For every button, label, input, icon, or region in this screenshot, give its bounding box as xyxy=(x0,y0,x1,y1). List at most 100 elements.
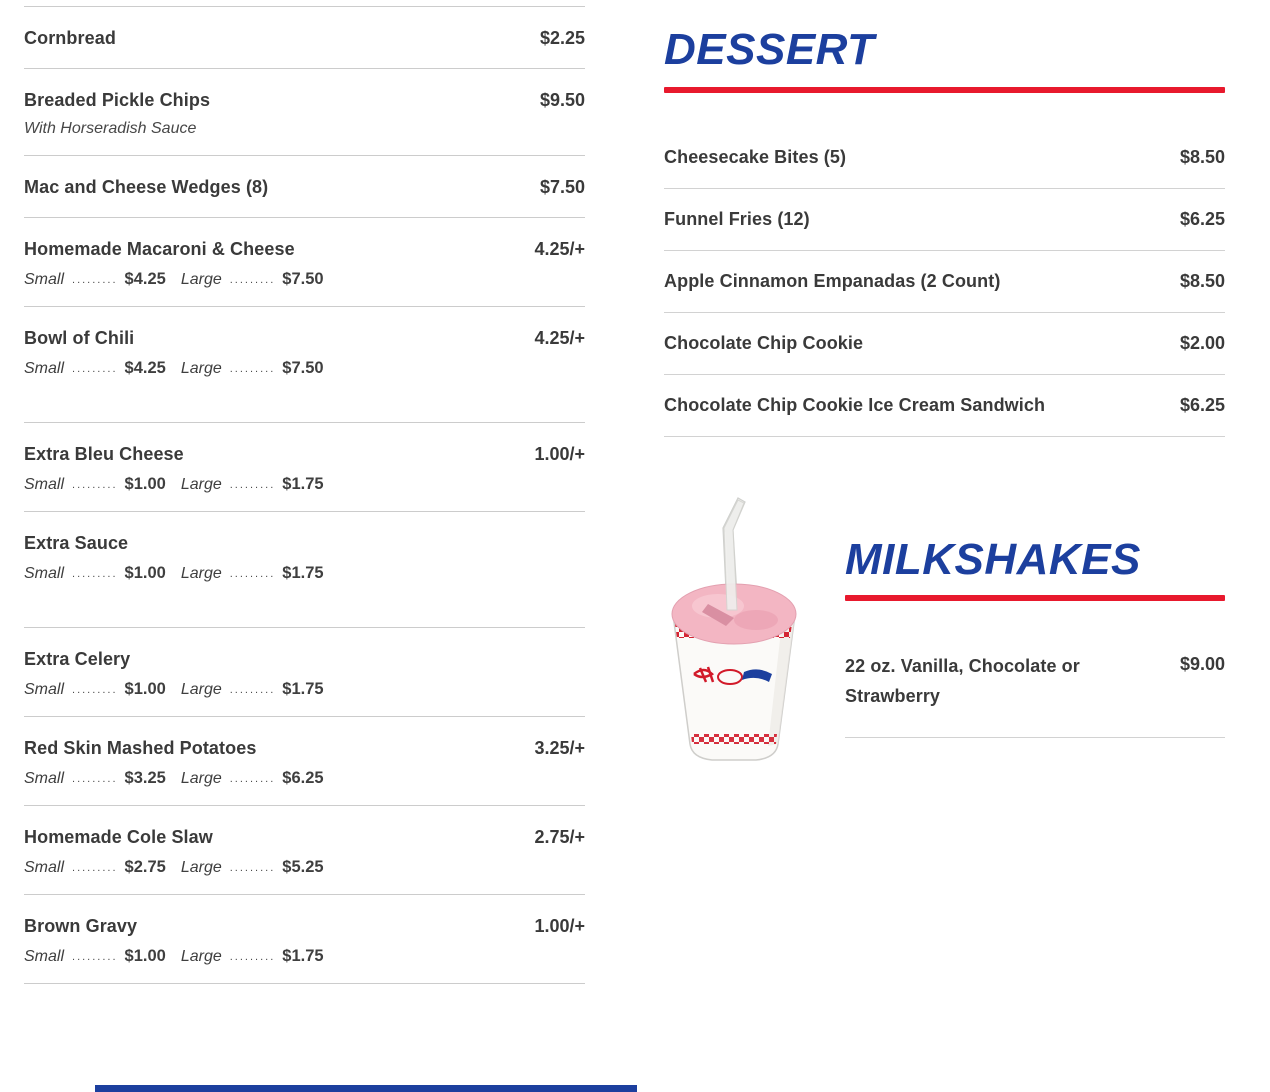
menu-item-row: Brown Gravy 1.00/+ Small......... $1.00 La… xyxy=(24,895,585,984)
size-small-price: $3.25 xyxy=(124,769,166,787)
item-name: Breaded Pickle Chips xyxy=(24,90,211,110)
dessert-section: DESSERT Cheesecake Bites (5) $8.50 Funne… xyxy=(664,27,1225,437)
item-name: Extra Bleu Cheese xyxy=(24,444,184,464)
size-small-price: $1.00 xyxy=(124,564,166,582)
item-price: $2.25 xyxy=(539,28,585,48)
dots-leader: ......... xyxy=(72,862,118,874)
item-sizes: Small......... $1.00 Large......... $1.75 xyxy=(24,472,585,497)
dots-leader: ......... xyxy=(72,951,118,963)
item-price: 1.00/+ xyxy=(534,916,585,936)
size-large-price: $7.50 xyxy=(282,270,324,288)
dots-leader: ......... xyxy=(72,568,118,580)
dots-leader: ......... xyxy=(229,951,276,963)
item-sizes: Small......... $1.00 Large......... $1.75 xyxy=(24,677,585,702)
item-name: Homemade Macaroni & Cheese xyxy=(24,239,295,259)
menu-item-row: Red Skin Mashed Potatoes 3.25/+ Small...… xyxy=(24,717,585,806)
item-sizes: Small......... $2.75 Large......... $5.25 xyxy=(24,855,585,880)
item-name: Chocolate Chip Cookie Ice Cream Sandwich xyxy=(664,395,1046,415)
item-price: $2.00 xyxy=(1179,333,1225,353)
item-price: $9.50 xyxy=(539,90,585,110)
menu-item-row: Homemade Macaroni & Cheese 4.25/+ Small.… xyxy=(24,218,585,307)
dots-leader: ......... xyxy=(229,773,276,785)
item-price: 2.75/+ xyxy=(534,827,585,847)
item-name: Brown Gravy xyxy=(24,916,138,936)
milkshakes-content: MILKSHAKES 22 oz. Vanilla, Chocolate or … xyxy=(845,492,1225,738)
size-small-label: Small xyxy=(24,770,65,787)
item-name: Mac and Cheese Wedges (8) xyxy=(24,177,269,197)
item-name: Red Skin Mashed Potatoes xyxy=(24,738,257,758)
menu-item-row: Cornbread $2.25 xyxy=(24,7,585,69)
size-large-price: $1.75 xyxy=(282,475,324,493)
dessert-list: Cheesecake Bites (5) $8.50 Funnel Fries … xyxy=(664,127,1225,437)
menu-item-row: Homemade Cole Slaw 2.75/+ Small.........… xyxy=(24,806,585,895)
item-sizes: Small......... $1.00 Large......... $1.75 xyxy=(24,561,585,586)
item-price: $7.50 xyxy=(539,177,585,197)
item-price: 4.25/+ xyxy=(534,328,585,348)
menu-item-row: Extra Bleu Cheese 1.00/+ Small......... $… xyxy=(24,423,585,512)
dots-leader: ......... xyxy=(229,862,276,874)
dessert-item-row: Chocolate Chip Cookie Ice Cream Sandwich… xyxy=(664,375,1225,437)
size-small-label: Small xyxy=(24,681,65,698)
dots-leader: ......... xyxy=(72,479,118,491)
size-large-price: $1.75 xyxy=(282,947,324,965)
size-large-label: Large xyxy=(180,360,222,377)
item-name: Cornbread xyxy=(24,28,116,48)
dessert-item-row: Apple Cinnamon Empanadas (2 Count) $8.50 xyxy=(664,251,1225,313)
section-title-milkshakes: MILKSHAKES xyxy=(845,535,1141,584)
menu-item-row: Bowl of Chili 4.25/+ Small......... $4.25… xyxy=(24,307,585,423)
item-sizes: Small......... $1.00 Large......... $1.75 xyxy=(24,944,585,969)
dots-leader: ......... xyxy=(229,274,276,286)
dessert-item-row: Funnel Fries (12) $6.25 xyxy=(664,189,1225,251)
item-name: Apple Cinnamon Empanadas (2 Count) xyxy=(664,271,1001,291)
section-underline xyxy=(845,595,1225,601)
dots-leader: ......... xyxy=(72,773,118,785)
section-underline xyxy=(664,87,1225,93)
left-menu-column: Cornbread $2.25 Breaded Pickle Chips $9.… xyxy=(24,6,585,984)
size-small-label: Small xyxy=(24,565,65,582)
size-large-price: $7.50 xyxy=(282,359,324,377)
dots-leader: ......... xyxy=(229,684,276,696)
size-small-label: Small xyxy=(24,859,65,876)
right-menu-column: DESSERT Cheesecake Bites (5) $8.50 Funne… xyxy=(664,0,1225,822)
menu-item-row: Mac and Cheese Wedges (8) $7.50 xyxy=(24,156,585,218)
menu-item-row: Extra Sauce Small......... $1.00 Large....… xyxy=(24,512,585,628)
item-name: 22 oz. Vanilla, Chocolate or Strawberry xyxy=(845,656,1080,706)
size-large-label: Large xyxy=(180,271,222,288)
item-price: $8.50 xyxy=(1179,271,1225,291)
item-name: Cheesecake Bites (5) xyxy=(664,147,847,167)
section-title-dessert: DESSERT xyxy=(664,25,875,74)
item-name: Chocolate Chip Cookie xyxy=(664,333,864,353)
size-small-price: $4.25 xyxy=(124,359,166,377)
size-large-label: Large xyxy=(180,681,222,698)
milkshake-photo xyxy=(671,497,797,761)
size-large-label: Large xyxy=(180,770,222,787)
dots-leader: ......... xyxy=(229,363,276,375)
item-price: $8.50 xyxy=(1179,147,1225,167)
dots-leader: ......... xyxy=(229,568,276,580)
dots-leader: ......... xyxy=(72,684,118,696)
menu-item-row: Breaded Pickle Chips $9.50 With Horserad… xyxy=(24,69,585,156)
size-small-label: Small xyxy=(24,948,65,965)
size-small-price: $4.25 xyxy=(124,270,166,288)
size-large-price: $1.75 xyxy=(282,680,324,698)
item-sizes: Small......... $3.25 Large......... $6.25 xyxy=(24,766,585,791)
dessert-item-row: Chocolate Chip Cookie $2.00 xyxy=(664,313,1225,375)
item-name: Extra Celery xyxy=(24,649,131,669)
size-small-price: $1.00 xyxy=(124,680,166,698)
milkshake-item-row: 22 oz. Vanilla, Chocolate or Strawberry … xyxy=(845,651,1225,738)
item-description: With Horseradish Sauce xyxy=(24,120,197,137)
dots-leader: ......... xyxy=(72,363,118,375)
size-large-label: Large xyxy=(180,565,222,582)
size-small-label: Small xyxy=(24,271,65,288)
milkshakes-section: MILKSHAKES 22 oz. Vanilla, Chocolate or … xyxy=(664,492,1225,822)
size-small-price: $2.75 xyxy=(124,858,166,876)
dots-leader: ......... xyxy=(72,274,118,286)
item-name: Homemade Cole Slaw xyxy=(24,827,213,847)
item-sizes: Small......... $4.25 Large......... $7.50 xyxy=(24,356,585,381)
menu-item-row: Extra Celery Small......... $1.00 Large...… xyxy=(24,628,585,717)
item-price: 3.25/+ xyxy=(534,738,585,758)
cutoff-next-section-banner xyxy=(95,1085,637,1092)
size-large-label: Large xyxy=(180,859,222,876)
size-large-price: $1.75 xyxy=(282,564,324,582)
